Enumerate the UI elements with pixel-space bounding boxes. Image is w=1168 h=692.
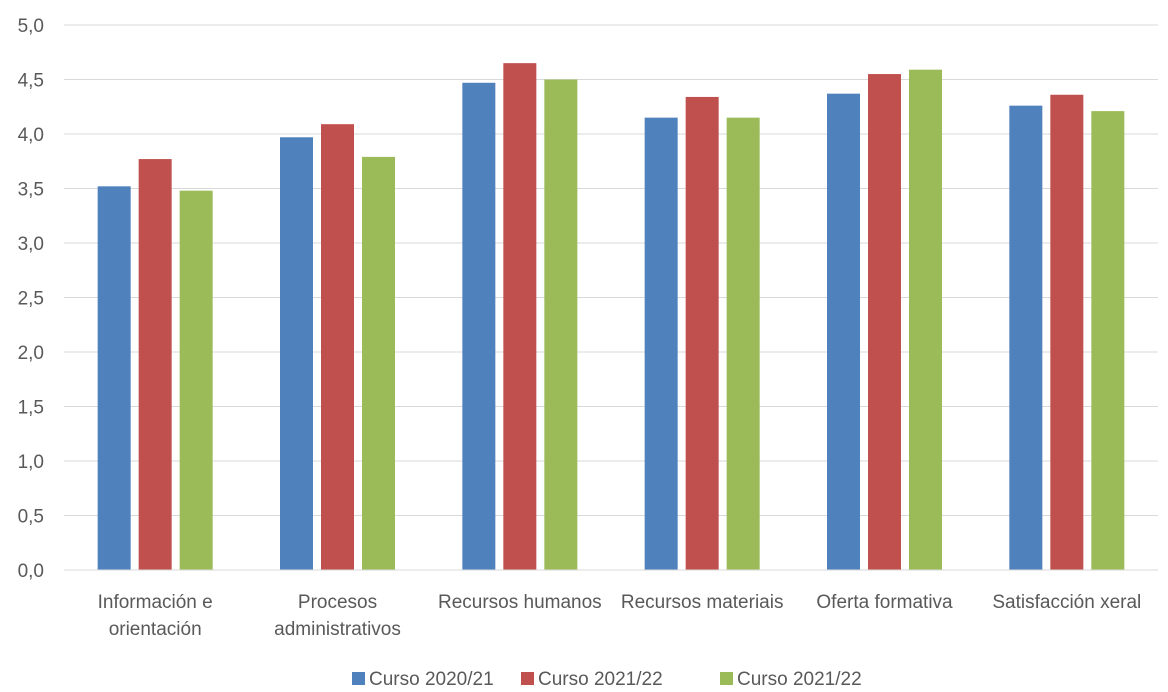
bar xyxy=(1009,105,1043,570)
x-category-label: Procesos administrativos xyxy=(274,592,401,640)
y-tick-label: 2,5 xyxy=(18,289,44,310)
y-tick-label: 2,0 xyxy=(18,343,44,364)
y-tick-label: 3,5 xyxy=(18,180,44,201)
x-category-label: Información e orientación xyxy=(98,592,213,640)
bar xyxy=(544,79,578,570)
bar xyxy=(97,186,131,570)
legend: Curso 2020/21 Curso 2021/22 Curso 2021/22 xyxy=(352,669,862,690)
bars xyxy=(97,63,1125,571)
y-tick-label: 5,0 xyxy=(18,16,44,37)
bar xyxy=(1091,111,1125,571)
y-tick-label: 0,5 xyxy=(18,507,44,528)
bar xyxy=(362,156,395,570)
y-tick-label: 1,5 xyxy=(18,398,44,419)
x-category-label: Oferta formativa xyxy=(816,592,953,613)
y-tick-label: 4,0 xyxy=(18,125,44,146)
bar xyxy=(280,137,313,570)
x-category-label: Recursos humanos xyxy=(438,592,602,613)
bar xyxy=(1050,94,1084,570)
legend-label: Curso 2020/21 xyxy=(369,669,494,690)
legend-swatch xyxy=(521,672,534,685)
legend-swatch xyxy=(352,672,365,685)
bar xyxy=(462,82,496,571)
bar xyxy=(138,159,172,570)
bar xyxy=(685,96,719,570)
x-axis-category-labels: Información e orientación Procesos administ… xyxy=(98,592,1142,640)
bar xyxy=(827,93,860,571)
y-tick-label: 3,0 xyxy=(18,234,44,255)
bar xyxy=(868,74,901,571)
y-tick-label: 0,0 xyxy=(18,561,44,582)
bar xyxy=(503,63,537,571)
bar xyxy=(179,190,213,570)
bar xyxy=(909,69,942,570)
gridlines xyxy=(64,24,1158,516)
y-tick-label: 4,5 xyxy=(18,71,44,92)
x-category-label: Satisfacción xeral xyxy=(992,592,1141,613)
legend-label: Curso 2021/22 xyxy=(737,669,862,690)
y-tick-label: 1,0 xyxy=(18,452,44,473)
bar xyxy=(321,124,354,570)
bar xyxy=(726,117,760,571)
y-axis-tick-labels: 0,0 0,5 1,0 1,5 2,0 2,5 3,0 3,5 4,0 4,5 5,0 xyxy=(18,16,44,582)
legend-swatch xyxy=(720,672,733,685)
x-category-label: Recursos materiais xyxy=(621,592,784,613)
legend-label: Curso 2021/22 xyxy=(538,669,663,690)
bar xyxy=(644,117,678,571)
